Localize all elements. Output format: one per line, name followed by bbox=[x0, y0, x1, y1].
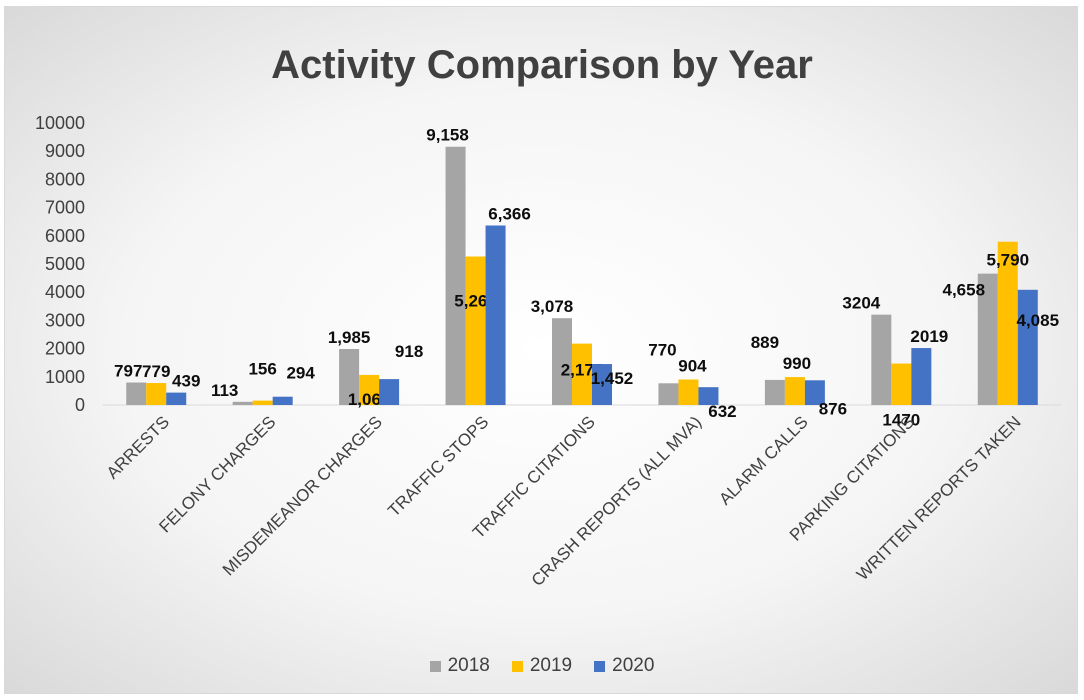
data-label-2020-8: 2019 bbox=[910, 327, 948, 346]
bar-2018-6 bbox=[658, 383, 679, 405]
bar-2019-3 bbox=[359, 374, 380, 405]
data-label-2020-4: 6,366 bbox=[488, 204, 531, 223]
data-label-2020-3: 918 bbox=[395, 342, 423, 361]
y-tick-label: 10000 bbox=[35, 113, 85, 133]
y-tick-label: 8000 bbox=[45, 169, 85, 189]
data-label-2018-4: 9,158 bbox=[426, 126, 469, 145]
bar-2020-6 bbox=[698, 387, 719, 405]
legend-item-2020: 2020 bbox=[594, 655, 654, 677]
bar-2018-9 bbox=[977, 273, 998, 405]
legend: 2018 2019 2020 bbox=[5, 655, 1079, 677]
x-category-label: ALARM CALLS bbox=[715, 412, 811, 508]
legend-label-2018: 2018 bbox=[447, 655, 490, 676]
y-tick-label: 0 bbox=[75, 395, 85, 415]
data-label-2018-1: 797 bbox=[114, 362, 142, 381]
bar-2018-8 bbox=[871, 314, 892, 405]
bar-2018-3 bbox=[339, 349, 360, 405]
bar-2018-7 bbox=[764, 379, 785, 405]
bar-2020-3 bbox=[379, 379, 400, 405]
y-tick-label: 7000 bbox=[45, 198, 85, 218]
legend-item-2018: 2018 bbox=[429, 655, 490, 677]
bar-2019-5 bbox=[572, 343, 592, 405]
y-tick-label: 2000 bbox=[45, 339, 85, 359]
bar-2019-7 bbox=[784, 377, 805, 405]
chart-title: Activity Comparison by Year bbox=[271, 43, 813, 87]
data-label-2018-9: 4,658 bbox=[943, 281, 986, 300]
legend-item-2019: 2019 bbox=[511, 655, 573, 677]
bar-2020-5 bbox=[592, 364, 612, 405]
bar-2020-7 bbox=[804, 380, 825, 405]
y-tick-label: 9000 bbox=[45, 141, 85, 161]
data-label-2019-9: 5,790 bbox=[987, 251, 1030, 270]
plot-area: 0 1000 2000 3000 4000 5000 6000 7000 8000 9000 100… bbox=[35, 113, 1061, 590]
data-label-2020-1: 439 bbox=[172, 372, 200, 391]
y-tick-label: 1000 bbox=[45, 367, 85, 387]
x-category-label: FELONY CHARGES bbox=[155, 412, 279, 536]
y-tick-label: 4000 bbox=[45, 282, 85, 302]
data-label-2019-7: 990 bbox=[783, 354, 811, 373]
x-category-label: ARRESTS bbox=[103, 412, 173, 482]
data-label-2018-7: 889 bbox=[751, 333, 779, 352]
legend-swatch-2020 bbox=[594, 660, 606, 672]
data-label-2018-2: 113 bbox=[211, 381, 238, 400]
x-category-label: CRASH REPORTS (ALL MVA) bbox=[528, 412, 706, 590]
bar-2019-9 bbox=[997, 241, 1018, 405]
data-label-2019-2: 156 bbox=[248, 360, 276, 379]
x-category-label: TRAFFIC STOPS bbox=[384, 412, 492, 520]
legend-swatch-2019 bbox=[511, 660, 523, 672]
legend-swatch-2018 bbox=[429, 660, 441, 672]
bar-2019-2 bbox=[252, 400, 273, 405]
bar-2018-2 bbox=[232, 401, 253, 405]
bar-2019-1 bbox=[146, 383, 167, 405]
data-label-2020-7: 876 bbox=[819, 399, 847, 418]
y-tick-label: 5000 bbox=[45, 254, 85, 274]
data-label-2018-3: 1,985 bbox=[328, 328, 371, 347]
bar-2020-4 bbox=[485, 225, 506, 405]
data-label-2020-5: 1,452 bbox=[591, 369, 634, 388]
x-category-label: TRAFFIC CITATIONS bbox=[469, 412, 599, 542]
bar-2019-6 bbox=[678, 379, 699, 405]
bar-2020-1 bbox=[166, 392, 187, 405]
bar-2018-5 bbox=[552, 318, 572, 405]
data-label-2020-6: 632 bbox=[708, 402, 736, 421]
data-label-2018-6: 770 bbox=[648, 340, 676, 359]
data-label-2018-8: 3204 bbox=[842, 294, 880, 313]
data-label-2019-6: 904 bbox=[678, 357, 707, 376]
chart-area: Activity Comparison by Year 0 1000 2000 300… bbox=[4, 6, 1078, 694]
y-tick-label: 3000 bbox=[45, 310, 85, 330]
bar-2018-4 bbox=[445, 146, 466, 406]
legend-label-2020: 2020 bbox=[612, 655, 655, 676]
bar-2020-2 bbox=[272, 396, 293, 405]
bar-2018-1 bbox=[126, 382, 147, 405]
data-label-2020-9: 4,085 bbox=[1017, 311, 1060, 330]
y-tick-label: 6000 bbox=[45, 226, 85, 246]
legend-label-2019: 2019 bbox=[529, 655, 573, 676]
data-label-2019-1: 779 bbox=[142, 362, 170, 381]
bar-2019-4 bbox=[465, 256, 486, 405]
bar-2020-9 bbox=[1017, 289, 1038, 405]
data-label-2020-2: 294 bbox=[286, 364, 315, 383]
data-label-2019-8: 1470 bbox=[882, 411, 920, 430]
bar-2019-8 bbox=[891, 363, 912, 405]
data-label-2018-5: 3,078 bbox=[531, 297, 574, 316]
bar-2020-8 bbox=[911, 348, 932, 405]
